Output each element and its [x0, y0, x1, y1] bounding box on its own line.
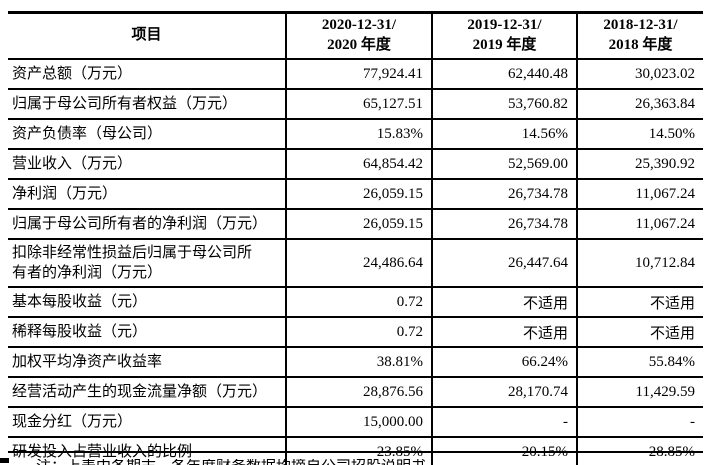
- row-label: 净利润（万元）: [8, 179, 286, 210]
- row-label: 稀释每股收益（元）: [8, 317, 286, 348]
- row-value: 26,059.15: [285, 209, 432, 240]
- row-value: 25,390.92: [576, 149, 703, 180]
- row-label: 资产总额（万元）: [8, 59, 286, 90]
- table-body: 资产总额（万元） 77,924.41 62,440.48 30,023.02 归属于母公…: [8, 59, 703, 465]
- row-value: 28,170.74: [431, 377, 577, 408]
- header-period-2019: 2019-12-31/ 2019 年度: [431, 12, 577, 60]
- row-value: -: [576, 407, 703, 438]
- row-value: 10,712.84: [576, 239, 703, 288]
- row-value: 26,734.78: [431, 209, 577, 240]
- table-row: 经营活动产生的现金流量净额（万元） 28,876.56 28,170.74 11,42…: [8, 377, 703, 408]
- row-value: 不适用: [431, 287, 577, 318]
- row-value: 15,000.00: [285, 407, 432, 438]
- row-value: 77,924.41: [285, 59, 432, 90]
- row-value: 0.72: [285, 287, 432, 318]
- row-value: 14.50%: [576, 119, 703, 150]
- footnote-clipped: 注：上表中各期末、各年度财务数据均摘自公司招股说明书: [36, 459, 676, 465]
- row-label: 资产负债率（母公司）: [8, 119, 286, 150]
- header-period-2019-date: 2019-12-31/: [467, 17, 542, 34]
- row-value: 53,760.82: [431, 89, 577, 120]
- row-value: 26,734.78: [431, 179, 577, 210]
- row-label: 基本每股收益（元）: [8, 287, 286, 318]
- row-value: 11,429.59: [576, 377, 703, 408]
- row-value: 不适用: [576, 317, 703, 348]
- row-value: 26,363.84: [576, 89, 703, 120]
- row-value: 26,059.15: [285, 179, 432, 210]
- row-value: 62,440.48: [431, 59, 577, 90]
- row-value: 11,067.24: [576, 179, 703, 210]
- table-row: 资产总额（万元） 77,924.41 62,440.48 30,023.02: [8, 59, 703, 90]
- table-row: 稀释每股收益（元） 0.72 不适用 不适用: [8, 317, 703, 348]
- row-value: 15.83%: [285, 119, 432, 150]
- header-period-2018: 2018-12-31/ 2018 年度: [576, 12, 703, 60]
- row-value: 14.56%: [431, 119, 577, 150]
- row-value: 不适用: [576, 287, 703, 318]
- row-value: 66.24%: [431, 347, 577, 378]
- header-period-2018-date: 2018-12-31/: [603, 17, 678, 34]
- row-value: 38.81%: [285, 347, 432, 378]
- row-label: 归属于母公司所有者权益（万元）: [8, 89, 286, 120]
- table-row: 归属于母公司所有者的净利润（万元） 26,059.15 26,734.78 11,06…: [8, 209, 703, 240]
- row-label: 扣除非经常性损益后归属于母公司所 有者的净利润（万元）: [8, 239, 286, 288]
- clipped-text-fragment: [0, 458, 9, 463]
- row-value: 11,067.24: [576, 209, 703, 240]
- table-row: 现金分红（万元） 15,000.00- -: [8, 407, 703, 438]
- row-value: 24,486.64: [285, 239, 432, 288]
- row-label: 营业收入（万元）: [8, 149, 286, 180]
- row-label: 归属于母公司所有者的净利润（万元）: [8, 209, 286, 240]
- table-row: 营业收入（万元） 64,854.42 52,569.00 25,390.92: [8, 149, 703, 180]
- header-period-2019-year: 2019 年度: [472, 37, 537, 53]
- header-period-2018-year: 2018 年度: [608, 37, 673, 53]
- table-row: 净利润（万元） 26,059.15 26,734.78 11,067.24: [8, 179, 703, 210]
- header-period-2020-year: 2020 年度: [327, 37, 391, 53]
- row-value: 64,854.42: [285, 149, 432, 180]
- table-row: 基本每股收益（元） 0.72 不适用 不适用: [8, 287, 703, 318]
- table-row: 归属于母公司所有者权益（万元） 65,127.51 53,760.82 26,363.…: [8, 89, 703, 120]
- table-bottom-double-rule: [8, 451, 703, 453]
- table-row: 加权平均净资产收益率 38.81% 66.24% 55.84%: [8, 347, 703, 378]
- row-value: 不适用: [431, 317, 577, 348]
- row-value: 30,023.02: [576, 59, 703, 90]
- row-label: 经营活动产生的现金流量净额（万元）: [8, 377, 286, 408]
- header-row: 项目 2020-12-31/ 2020 年度 2019-12-31/ 2019 …: [8, 12, 703, 60]
- row-value: 52,569.00: [431, 149, 577, 180]
- row-value: -: [431, 407, 577, 438]
- financial-summary-table: 项目 2020-12-31/ 2020 年度 2019-12-31/ 2019 …: [8, 11, 703, 465]
- row-value: 65,127.51: [285, 89, 432, 120]
- table-row: 扣除非经常性损益后归属于母公司所 有者的净利润（万元） 24,486.64 26,4…: [8, 239, 703, 288]
- header-item-column: 项目: [8, 12, 286, 60]
- row-label: 加权平均净资产收益率: [8, 347, 286, 378]
- header-period-2020-date: 2020-12-31/: [321, 17, 397, 34]
- row-label: 现金分红（万元）: [8, 407, 286, 438]
- row-value: 55.84%: [576, 347, 703, 378]
- row-value: 28,876.56: [285, 377, 432, 408]
- row-value: 0.72: [285, 317, 432, 348]
- row-value: 26,447.64: [431, 239, 577, 288]
- table-row: 资产负债率（母公司） 15.83% 14.56% 14.50%: [8, 119, 703, 150]
- header-period-2020: 2020-12-31/ 2020 年度: [285, 12, 432, 60]
